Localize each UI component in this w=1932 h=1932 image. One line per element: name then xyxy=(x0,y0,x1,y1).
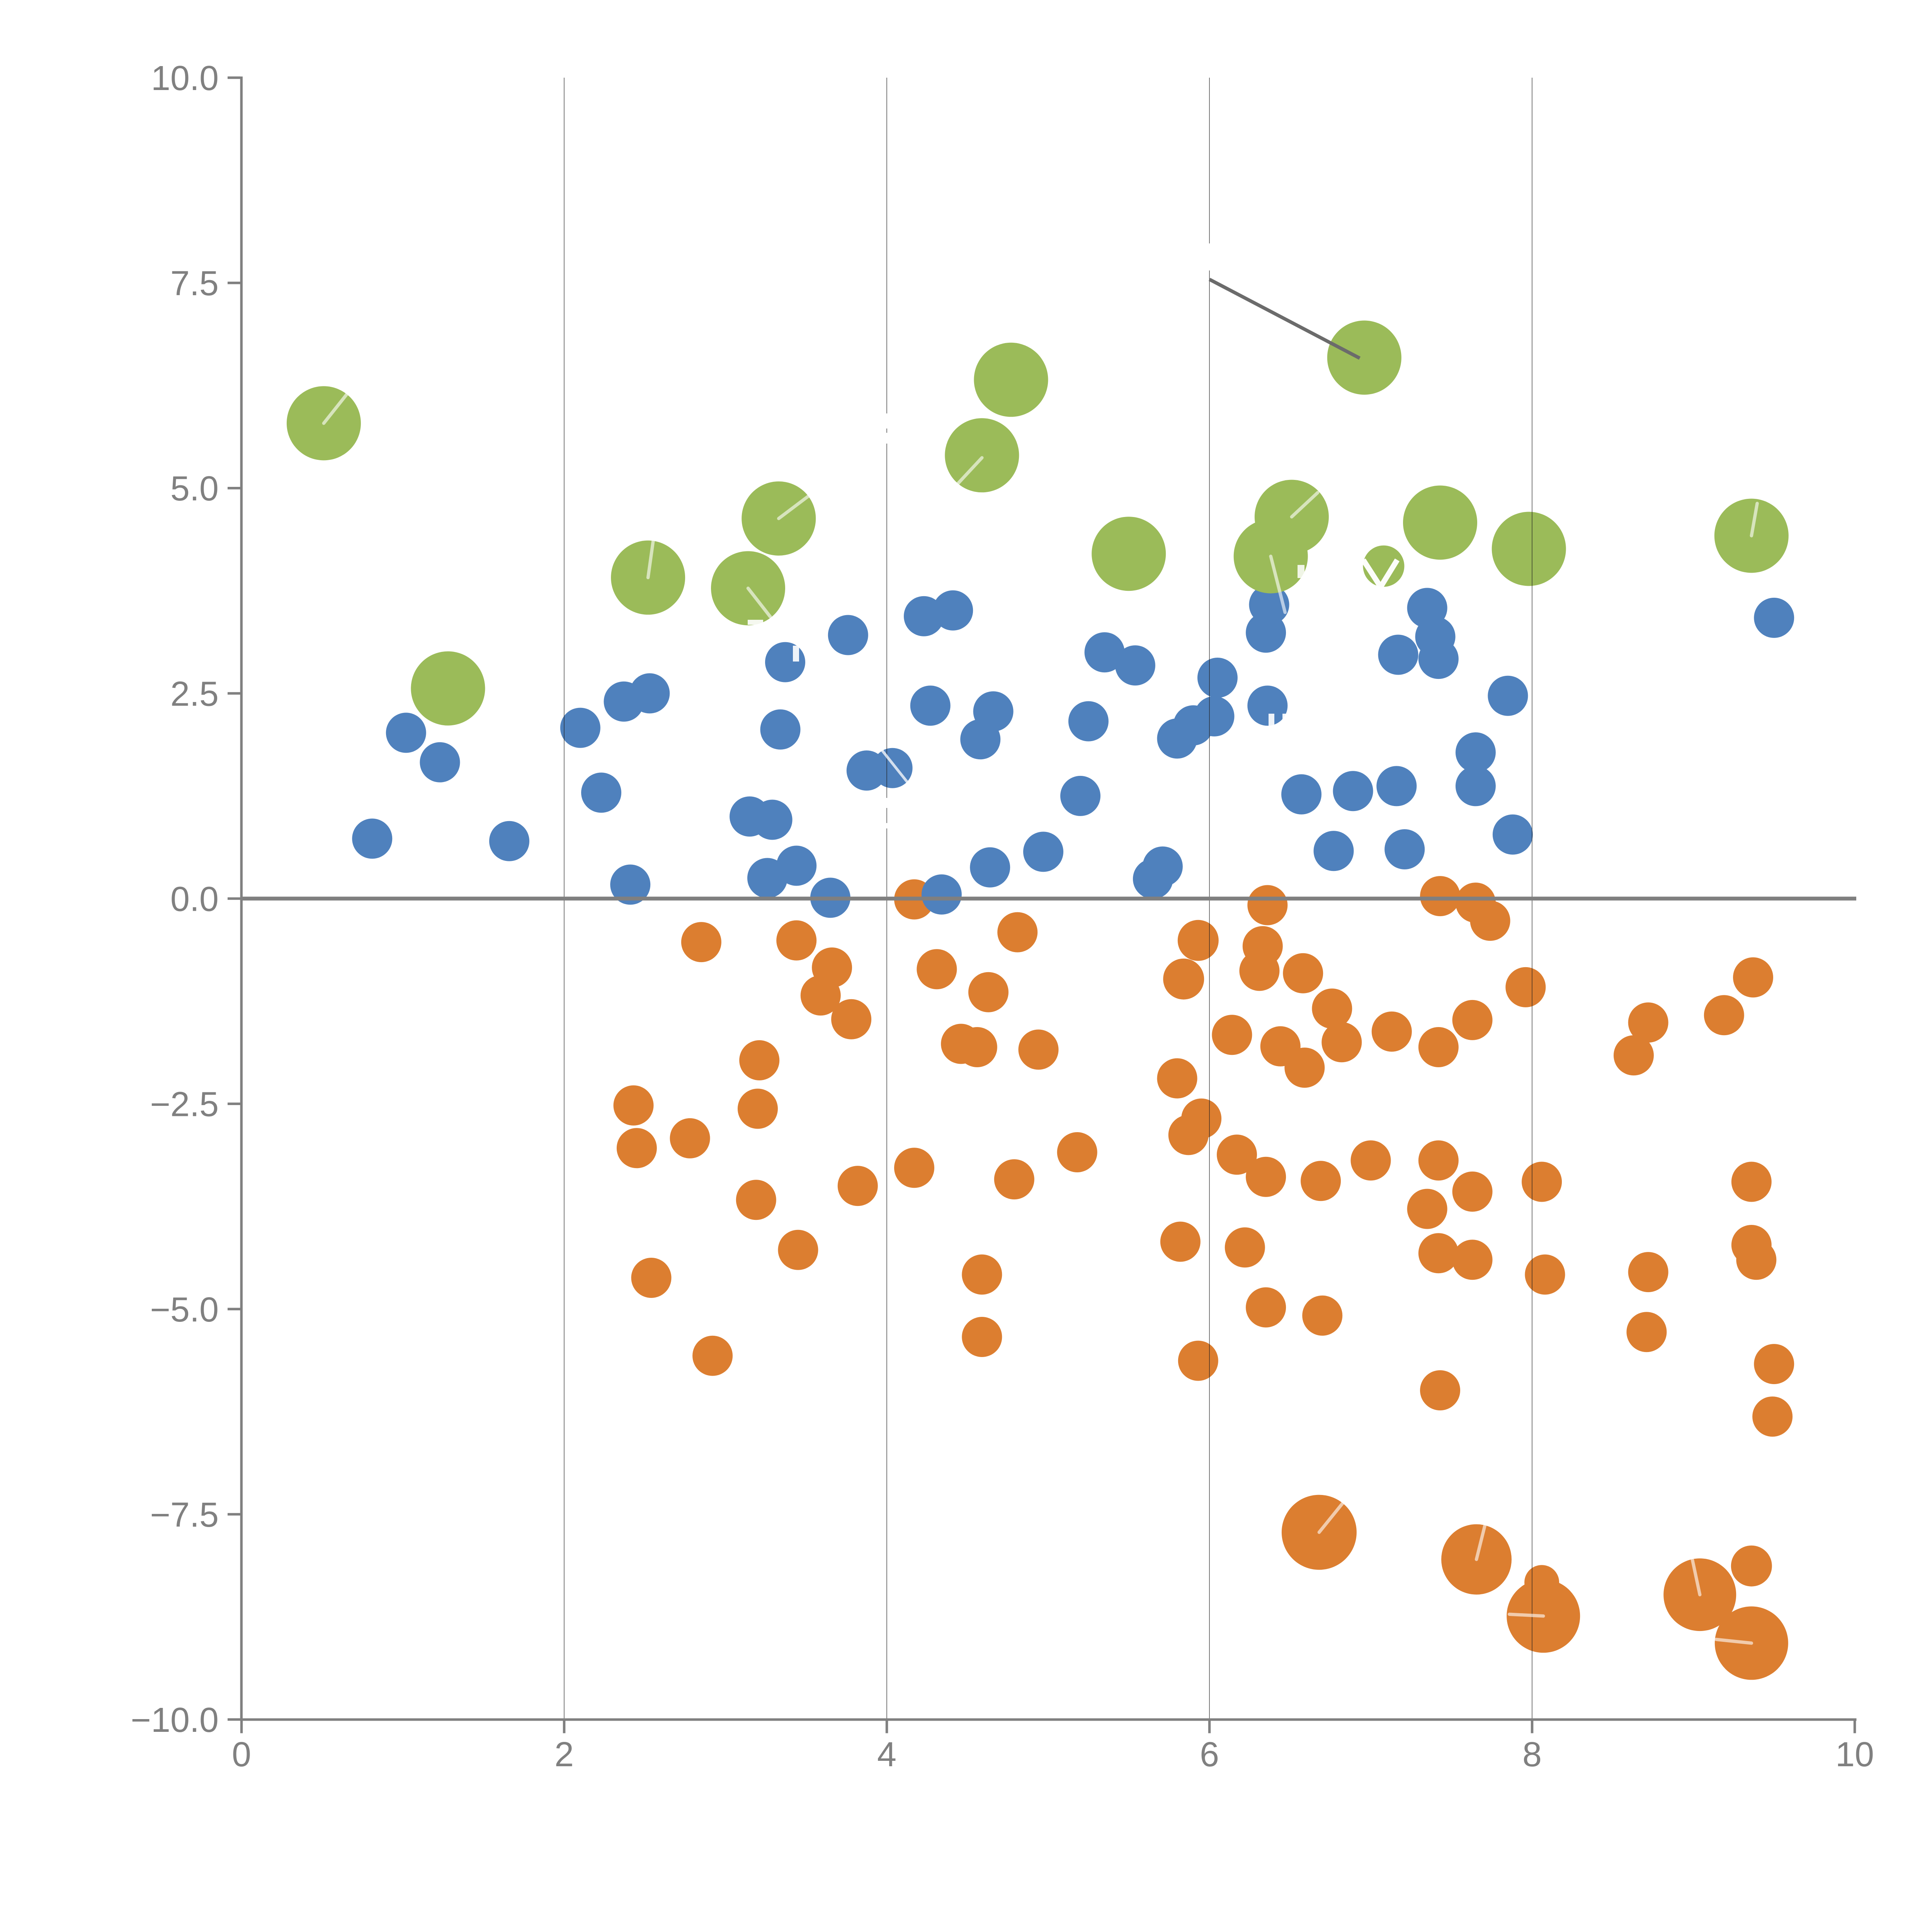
svg-text:−2.5: −2.5 xyxy=(150,1085,219,1124)
svg-text:10.0: 10.0 xyxy=(151,59,219,98)
svg-text:5.0: 5.0 xyxy=(170,469,219,508)
svg-text:2: 2 xyxy=(554,1735,574,1774)
svg-text:−10.0: −10.0 xyxy=(131,1701,219,1740)
svg-text:0.0: 0.0 xyxy=(170,880,219,919)
svg-text:7.5: 7.5 xyxy=(170,264,219,303)
svg-text:2.5: 2.5 xyxy=(170,675,219,713)
svg-text:6: 6 xyxy=(1200,1735,1219,1774)
svg-text:−7.5: −7.5 xyxy=(150,1496,219,1534)
svg-text:10: 10 xyxy=(1835,1735,1874,1774)
svg-text:4: 4 xyxy=(877,1735,896,1774)
svg-text:8: 8 xyxy=(1522,1735,1542,1774)
svg-text:−5.0: −5.0 xyxy=(150,1291,219,1329)
svg-text:0: 0 xyxy=(232,1735,251,1774)
